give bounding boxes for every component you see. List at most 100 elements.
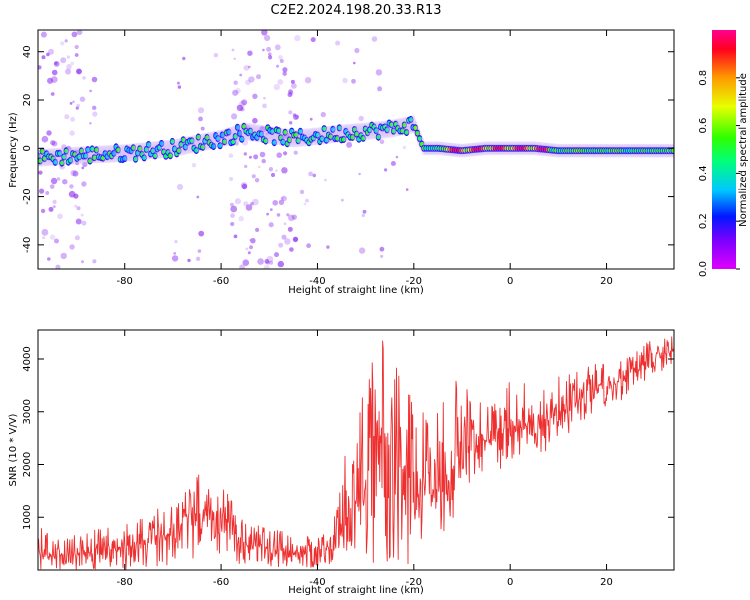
spectrogram-panel: -80 -60 -40 -20 0 20 -40 -20 0 20 40 Height of st… xyxy=(8,29,675,296)
spectrogram-speckle xyxy=(234,198,241,205)
spectrogram-speckle xyxy=(174,240,178,244)
x-tick-label: -20 xyxy=(406,577,422,588)
spectrogram-core xyxy=(131,145,136,150)
spectrogram-speckle xyxy=(266,46,272,52)
y-tick-label: 20 xyxy=(22,94,33,107)
spectrogram-speckle xyxy=(286,213,290,217)
spectrogram-speckle xyxy=(57,213,63,220)
spectrogram-core xyxy=(322,126,327,131)
spectrogram-speckle xyxy=(273,83,280,91)
y-tick-label: 1000 xyxy=(22,505,33,530)
spectrogram-core xyxy=(408,117,413,122)
spectrogram-speckle xyxy=(288,110,293,115)
spectrogram-speckle xyxy=(263,264,270,269)
spectrogram-speckle xyxy=(49,234,56,240)
spectrogram-speckle xyxy=(74,44,79,50)
spectrogram-speckle xyxy=(287,226,293,232)
spectrogram-core xyxy=(68,158,73,163)
spectrogram-core xyxy=(194,148,199,153)
spectrogram-speckle xyxy=(60,41,65,46)
spectrogram-core xyxy=(298,129,303,134)
spectrogram-speckle xyxy=(268,52,272,57)
spectrogram-speckle xyxy=(196,195,200,199)
spectrogram-speckle xyxy=(292,113,297,117)
spectrogram-speckle xyxy=(253,154,259,160)
spectrogram-core xyxy=(239,137,244,142)
spectrogram-core xyxy=(242,124,246,129)
spectrogram-core xyxy=(296,138,301,143)
spectrogram-speckle xyxy=(92,259,97,264)
spectrogram-speckle xyxy=(197,249,202,253)
spectrogram-core xyxy=(170,139,175,144)
spectrogram-speckle xyxy=(270,172,276,178)
spectrogram-speckle xyxy=(92,111,98,117)
spectrogram-speckle xyxy=(233,57,236,60)
spectrogram-core xyxy=(320,136,324,141)
snr-plot-area xyxy=(38,336,674,570)
y-tick-label: 2000 xyxy=(22,452,33,477)
spectrogram-speckle xyxy=(232,89,239,96)
spectrogram-speckle xyxy=(76,206,81,211)
spectrogram-core xyxy=(235,125,240,130)
spectrogram-speckle xyxy=(279,59,284,63)
snr-y-axis: 1000 2000 3000 4000 xyxy=(22,346,674,530)
spectrogram-core xyxy=(376,134,381,140)
spectrogram-speckle xyxy=(72,170,79,177)
spectrogram-core xyxy=(263,138,268,144)
spectrogram-speckle xyxy=(358,172,361,176)
spectrogram-speckle xyxy=(261,30,268,36)
x-tick-label: -20 xyxy=(406,276,422,287)
spectrogram-speckle xyxy=(275,169,278,172)
y-tick-label: 0 xyxy=(22,145,33,151)
spectrogram-speckle xyxy=(51,69,58,76)
spectrogram-speckle xyxy=(264,34,271,42)
spectrogram-speckle xyxy=(52,199,57,204)
spectrogram-speckle xyxy=(282,67,288,73)
spectrogram-core xyxy=(122,156,127,161)
spectrogram-speckle xyxy=(64,114,70,120)
spectrogram-speckle xyxy=(76,103,80,108)
spectrogram-speckle xyxy=(380,254,384,258)
snr-x-label: Height of straight line (km) xyxy=(288,585,424,596)
spectrogram-core xyxy=(233,134,238,139)
spectrogram-core xyxy=(352,127,357,132)
spectrogram-core xyxy=(330,127,335,132)
spectrogram-speckle xyxy=(233,234,238,239)
spectrogram-speckle xyxy=(290,79,295,84)
spectrogram-speckle xyxy=(235,88,241,94)
spectrogram-speckle xyxy=(72,100,75,104)
spectrogram-speckle xyxy=(74,235,80,241)
spectrogram-speckle xyxy=(294,114,300,120)
spectrogram-speckle xyxy=(294,34,301,42)
spectrogram-core xyxy=(216,136,220,141)
spectrogram-speckle xyxy=(265,132,269,136)
spectrogram-speckle xyxy=(247,251,251,255)
y-tick-label: -20 xyxy=(22,188,33,204)
spectrogram-speckle xyxy=(69,102,73,105)
spectrogram-speckle xyxy=(80,213,84,217)
spectrogram-core xyxy=(77,154,82,160)
spectrogram-core xyxy=(231,139,236,145)
spectrogram-speckle xyxy=(278,199,285,205)
spectrogram-speckle xyxy=(65,68,71,75)
spectrogram-core xyxy=(222,139,227,144)
spectrogram-speckle xyxy=(74,53,79,57)
spectrogram-speckle xyxy=(48,48,54,55)
spectrogram-speckle xyxy=(276,213,281,217)
y-tick-label: 4000 xyxy=(22,346,33,371)
spectrogram-speckle xyxy=(291,214,297,220)
spectrogram-core xyxy=(272,140,277,145)
spectrogram-core xyxy=(64,148,69,154)
spectrogram-speckle xyxy=(278,242,284,248)
spectrogram-core xyxy=(337,125,342,131)
spectrogram-speckle xyxy=(284,238,291,245)
spectrogram-speckle xyxy=(70,61,75,66)
spectrogram-speckle xyxy=(75,161,79,166)
spectrogram-speckle xyxy=(92,105,97,111)
spectrogram-speckle xyxy=(268,167,274,172)
spectrogram-speckle xyxy=(341,198,344,202)
spectrogram-speckle xyxy=(56,177,61,181)
spectrogram-speckle xyxy=(200,126,205,131)
spectrogram-speckle xyxy=(287,92,293,98)
